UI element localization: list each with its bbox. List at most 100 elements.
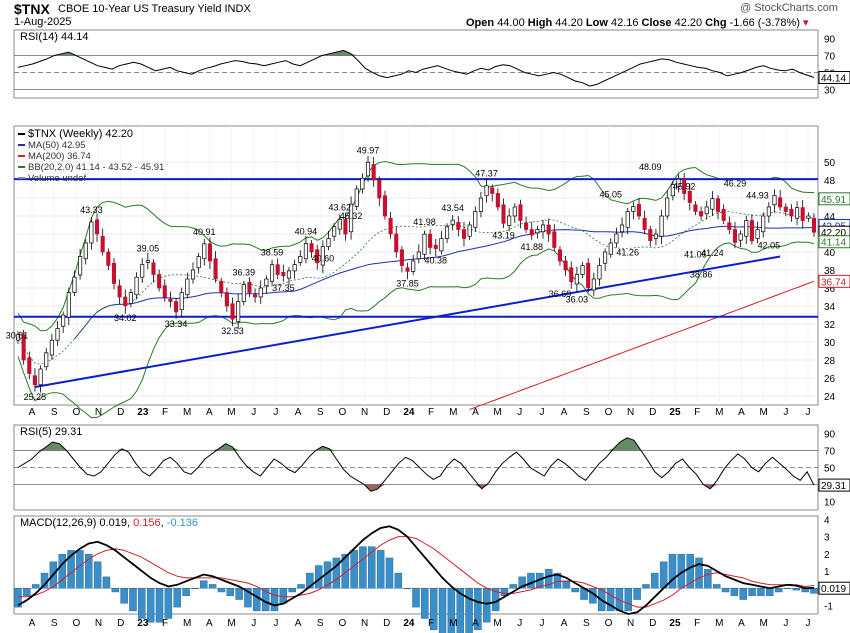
macd-x-tick-label: D [383, 618, 390, 629]
candle-body [354, 188, 359, 207]
price-tick: 26 [824, 374, 836, 385]
candle-body [44, 352, 49, 368]
rsi14-tick: 90 [824, 35, 836, 46]
legend-swatch [18, 177, 25, 179]
bb-upper-line [17, 160, 814, 332]
macd-hist-bar [111, 588, 120, 593]
macd-x-tick-label: J [539, 618, 544, 629]
price-annotation: 44.93 [746, 191, 769, 201]
macd-hist-bar [164, 588, 173, 619]
price-legend-item: $TNX (Weekly) 42.20 [28, 128, 133, 140]
candle-body [586, 262, 591, 289]
macd-hist-bar [279, 588, 288, 604]
macd-hist-bar [659, 561, 668, 589]
candle-body [732, 229, 738, 243]
candle-body [512, 206, 517, 217]
candle-body [286, 270, 292, 279]
candle-body [795, 207, 800, 219]
price-tick: 34 [824, 302, 836, 313]
macd-x-tick-label: M [183, 618, 191, 629]
macd-x-tick-label: J [806, 618, 811, 629]
macd-hist-bar [447, 588, 456, 633]
x-tick-label: J [539, 407, 544, 418]
macd-x-tick-label: A [29, 618, 36, 629]
macd-x-tick-label: M [449, 618, 457, 629]
price-annotation: 47.37 [475, 169, 498, 179]
macd-hist-bar [518, 576, 526, 589]
macd-hist-bar [146, 588, 155, 623]
x-tick-label: M [715, 407, 723, 418]
macd-hist-bar [615, 588, 624, 612]
macd-hist-bar [438, 588, 447, 633]
candle-body [676, 178, 681, 188]
price-tick: 36 [824, 284, 836, 295]
ticker-name: CBOE 10-Year US Treasury Yield INDX [58, 3, 251, 15]
candle-body [247, 281, 252, 293]
candle-body [253, 294, 258, 298]
macd-hist-bar [721, 588, 730, 593]
macd-hist-bar [474, 588, 482, 631]
macd-frame [13, 515, 819, 615]
macd-x-tick-label: N [627, 618, 634, 629]
macd-hist-bar [350, 550, 358, 589]
macd-x-tick-label: O [605, 618, 613, 629]
x-tick-label: O [72, 407, 80, 418]
candle-body [653, 233, 658, 239]
x-tick-label: A [206, 407, 213, 418]
macd-hist-bar [757, 588, 765, 596]
price-tick: 50 [824, 158, 836, 169]
price-last-label: 36.74 [821, 277, 846, 288]
macd-hist-bar [217, 588, 226, 593]
x-tick-label: N [361, 407, 368, 418]
macd-hist-bar [85, 553, 93, 589]
x-tick-label: 25 [669, 407, 681, 418]
candle-body [445, 226, 450, 239]
candle-body [157, 274, 162, 289]
macd-hist-bar [695, 557, 703, 589]
candle-body [394, 233, 399, 253]
macd-hist-bar [359, 546, 367, 589]
rsi5-oversold-fill [18, 484, 814, 492]
macd-hist-bar [14, 588, 22, 608]
candle-body [546, 224, 551, 235]
macd-hist-bar [429, 588, 438, 631]
candle-body [168, 298, 173, 302]
candle-body [49, 339, 54, 356]
candle-body [721, 208, 726, 221]
candle-body [659, 215, 664, 237]
macd-hist-bar [553, 572, 562, 589]
macd-hist-bar [686, 553, 694, 589]
macd-hist-bar [527, 572, 535, 589]
price-annotation: 42.05 [758, 241, 781, 251]
macd-x-tick-label: M [715, 618, 723, 629]
macd-x-tick-label: J [517, 618, 522, 629]
macd-hist-bar [270, 588, 279, 612]
price-tick: 32 [824, 320, 836, 331]
price-last-label-box [818, 274, 850, 288]
candle-body [467, 224, 472, 237]
price-annotation: 32.53 [221, 326, 244, 336]
macd-hist-bar [394, 572, 403, 589]
price-annotation: 41.88 [520, 242, 543, 252]
macd-hist-bar [155, 588, 164, 623]
candle-body [269, 264, 275, 282]
candle-body [303, 243, 308, 260]
candle-body [55, 328, 60, 341]
macd-x-tick-label: A [561, 618, 568, 629]
macd-hist-bar [191, 588, 199, 589]
macd-hist-bar [138, 588, 146, 619]
candle-body [648, 229, 653, 242]
price-annotation: 37.85 [396, 278, 419, 288]
candle-body [298, 256, 303, 263]
macd-hist-bar [235, 588, 243, 600]
macd-x-tick-label: 24 [403, 618, 415, 629]
down-arrow-icon: ▾ [803, 17, 809, 29]
rsi14-frame [13, 29, 819, 99]
candle-body [236, 301, 241, 322]
macd-tick: -1 [824, 601, 833, 612]
candle-body [21, 334, 26, 361]
open-value: 44.00 [497, 17, 525, 29]
macd-hist-bar [120, 588, 128, 604]
candle-body [230, 303, 235, 320]
